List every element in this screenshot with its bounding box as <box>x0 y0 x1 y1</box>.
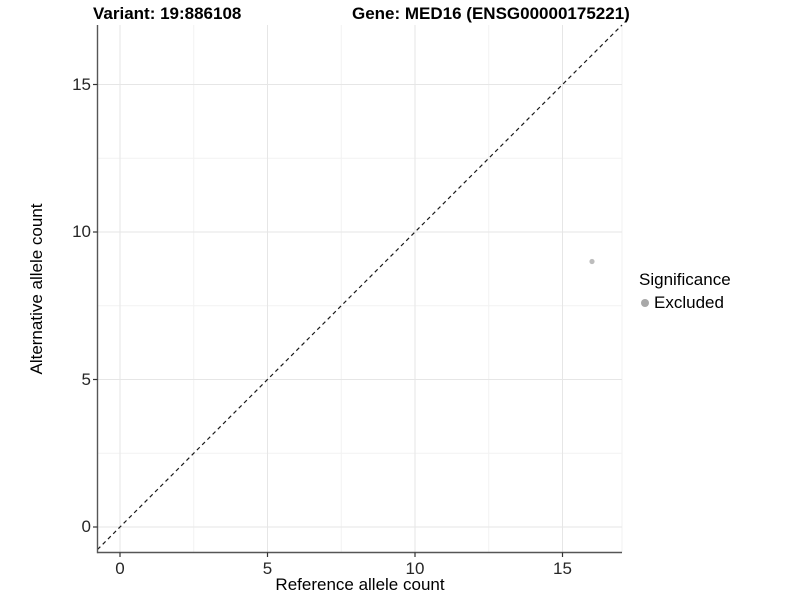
plot-title-variant: Variant: 19:886108 <box>93 4 242 23</box>
y-tick-label: 5 <box>81 369 91 389</box>
legend-title: Significance <box>639 270 731 289</box>
data-point <box>589 258 595 265</box>
legend-point-icon <box>641 299 649 307</box>
x-tick-label: 15 <box>553 559 572 578</box>
plot-title-gene: Gene: MED16 (ENSG00000175221) <box>352 4 630 23</box>
x-axis-title: Reference allele count <box>275 575 445 594</box>
legend-item-label: Excluded <box>654 293 724 312</box>
legend: Significance Excluded <box>639 270 731 313</box>
x-tick-label: 10 <box>405 559 425 578</box>
y-tick-label: 0 <box>81 517 91 536</box>
x-tick-label: 5 <box>262 559 273 578</box>
x-tick-label: 0 <box>115 559 125 578</box>
y-tick-label: 15 <box>72 74 91 94</box>
y-tick-label: 10 <box>72 222 91 241</box>
identity-reference-line <box>97 24 623 550</box>
legend-item-excluded: Excluded <box>641 293 731 313</box>
y-axis-title: Alternative allele count <box>27 203 46 375</box>
